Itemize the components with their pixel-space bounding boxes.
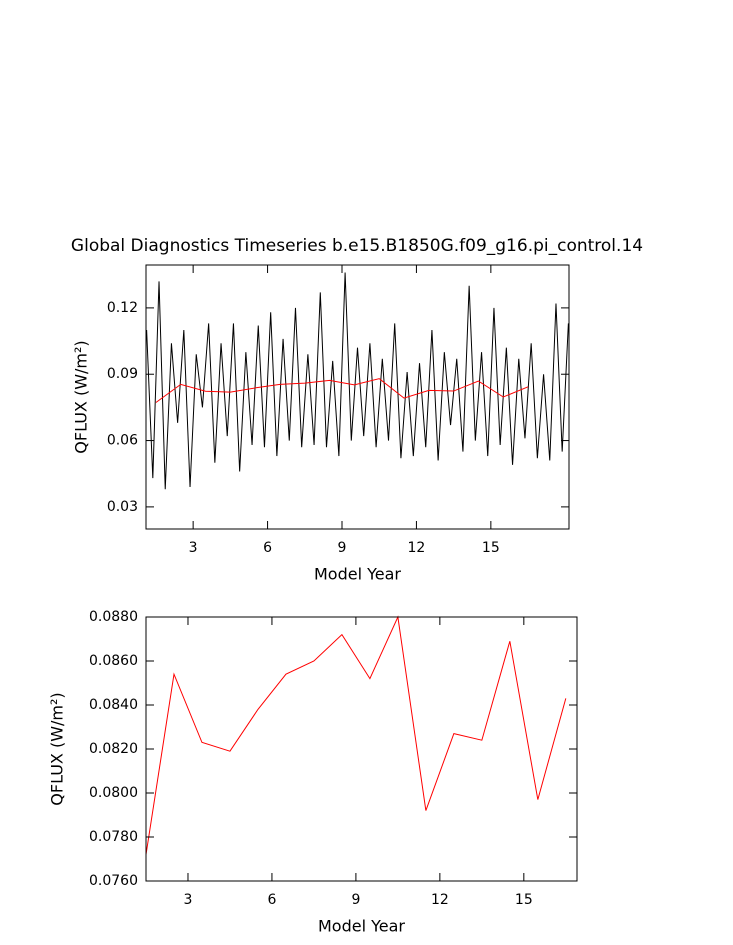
data-line bbox=[146, 272, 569, 490]
x-tick-label: 12 bbox=[431, 892, 449, 908]
y-tick-label: 0.0780 bbox=[89, 829, 138, 845]
data-line bbox=[145, 615, 567, 855]
y-tick-label: 0.0820 bbox=[89, 741, 138, 757]
y-axis-title: QFLUX (W/m²) bbox=[48, 692, 67, 805]
y-axis-title: QFLUX (W/m²) bbox=[72, 340, 91, 453]
y-tick-label: 0.12 bbox=[107, 300, 138, 316]
x-tick-label: 9 bbox=[338, 540, 347, 556]
y-tick-label: 0.06 bbox=[107, 433, 138, 449]
y-tick-label: 0.0840 bbox=[89, 697, 138, 713]
x-tick-label: 6 bbox=[263, 540, 272, 556]
x-tick-label: 12 bbox=[408, 540, 426, 556]
data-line bbox=[155, 378, 529, 403]
x-tick-label: 9 bbox=[351, 892, 360, 908]
x-tick-label: 15 bbox=[515, 892, 533, 908]
y-tick-label: 0.09 bbox=[107, 366, 138, 382]
x-tick-label: 3 bbox=[184, 892, 193, 908]
chart-title: Global Diagnostics Timeseries b.e15.B185… bbox=[71, 236, 643, 256]
x-tick-label: 3 bbox=[189, 540, 198, 556]
y-tick-label: 0.0880 bbox=[89, 609, 138, 625]
y-tick-label: 0.03 bbox=[107, 499, 138, 515]
x-axis-title: Model Year bbox=[318, 917, 405, 936]
y-tick-label: 0.0800 bbox=[89, 785, 138, 801]
y-tick-label: 0.0860 bbox=[89, 653, 138, 669]
plot-frame bbox=[145, 264, 570, 530]
x-tick-label: 15 bbox=[482, 540, 500, 556]
x-tick-label: 6 bbox=[267, 892, 276, 908]
y-tick-label: 0.0760 bbox=[89, 873, 138, 889]
x-axis-title: Model Year bbox=[314, 565, 401, 584]
